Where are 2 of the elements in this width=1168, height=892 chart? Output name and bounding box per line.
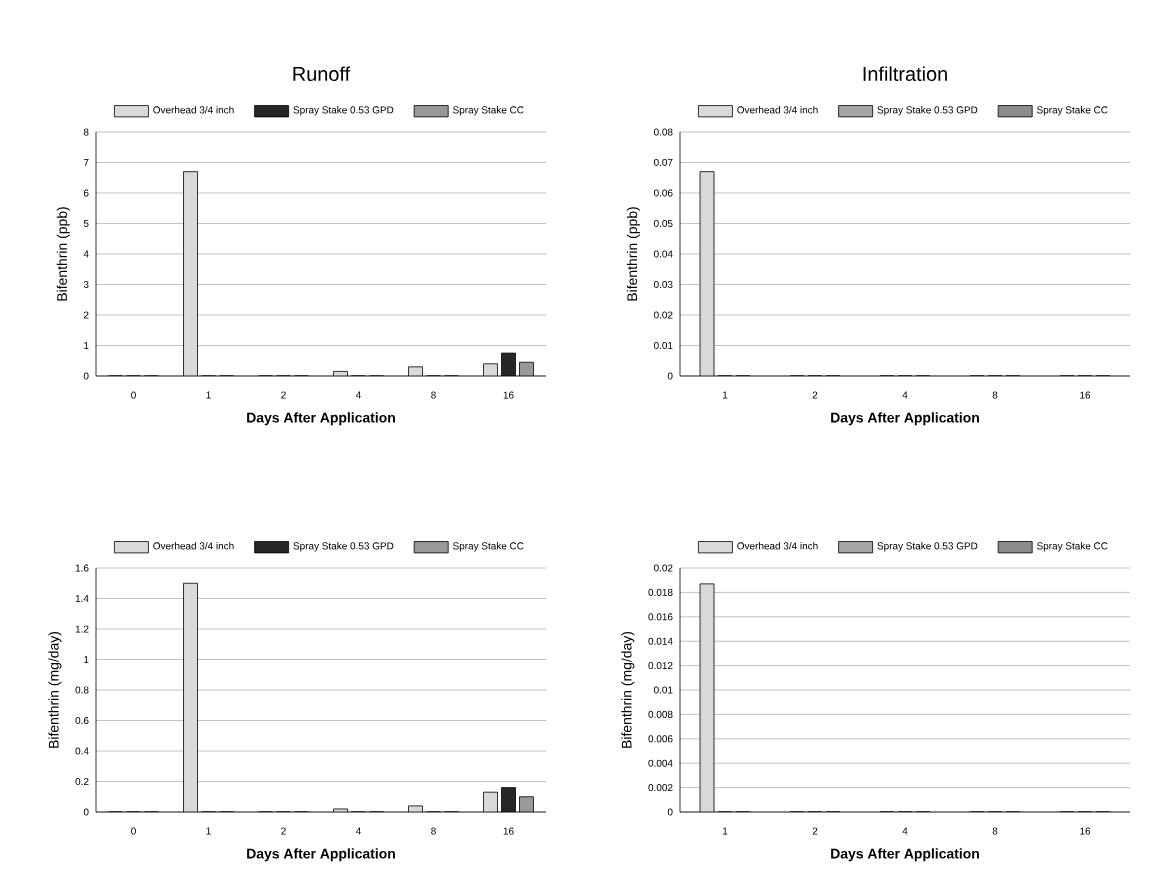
chart-title: Runoff [293, 66, 351, 82]
chart-title: Infiltration [863, 66, 947, 82]
